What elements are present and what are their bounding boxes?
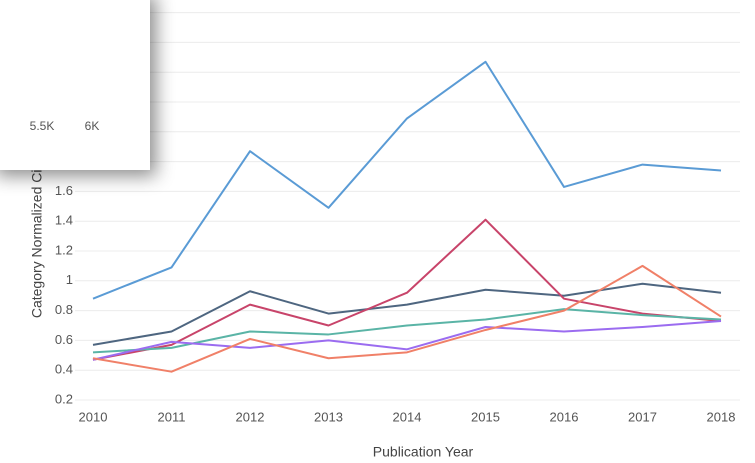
line [92,218,722,361]
y-axis-label: Category Normalized Cita [29,158,45,318]
line [92,308,722,354]
x-tick-label: 2016 [550,409,579,424]
popup: 5.5K 6K [0,0,150,170]
line [92,320,722,361]
x-tick-label: 2014 [393,409,422,424]
y-tick-label: 1.4 [55,213,73,228]
line [92,264,722,373]
line [92,282,722,346]
x-tick-label: 2010 [79,409,108,424]
x-tick-label: 2015 [471,409,500,424]
y-tick-label: 1.6 [55,183,73,198]
y-tick-label: 0.4 [55,362,73,377]
x-axis-label: Publication Year [373,444,474,460]
plot: 0.20.40.60.811.21.41.61.822.22.42.62.820… [55,4,740,424]
popup-label: 6K [85,119,100,133]
x-tick-label: 2018 [707,409,736,424]
x-tick-label: 2011 [158,409,186,424]
y-tick-label: 1 [66,272,73,287]
x-tick-label: 2017 [628,409,657,424]
y-tick-label: 0.8 [55,302,73,317]
x-tick-label: 2013 [314,409,343,424]
y-tick-label: 0.2 [55,391,73,406]
line [92,60,722,300]
popup-box [0,0,150,170]
y-tick-label: 0.6 [55,332,73,347]
y-tick-label: 1.2 [55,242,73,257]
x-tick-label: 2012 [236,409,265,424]
popup-label: 5.5K [30,119,55,133]
